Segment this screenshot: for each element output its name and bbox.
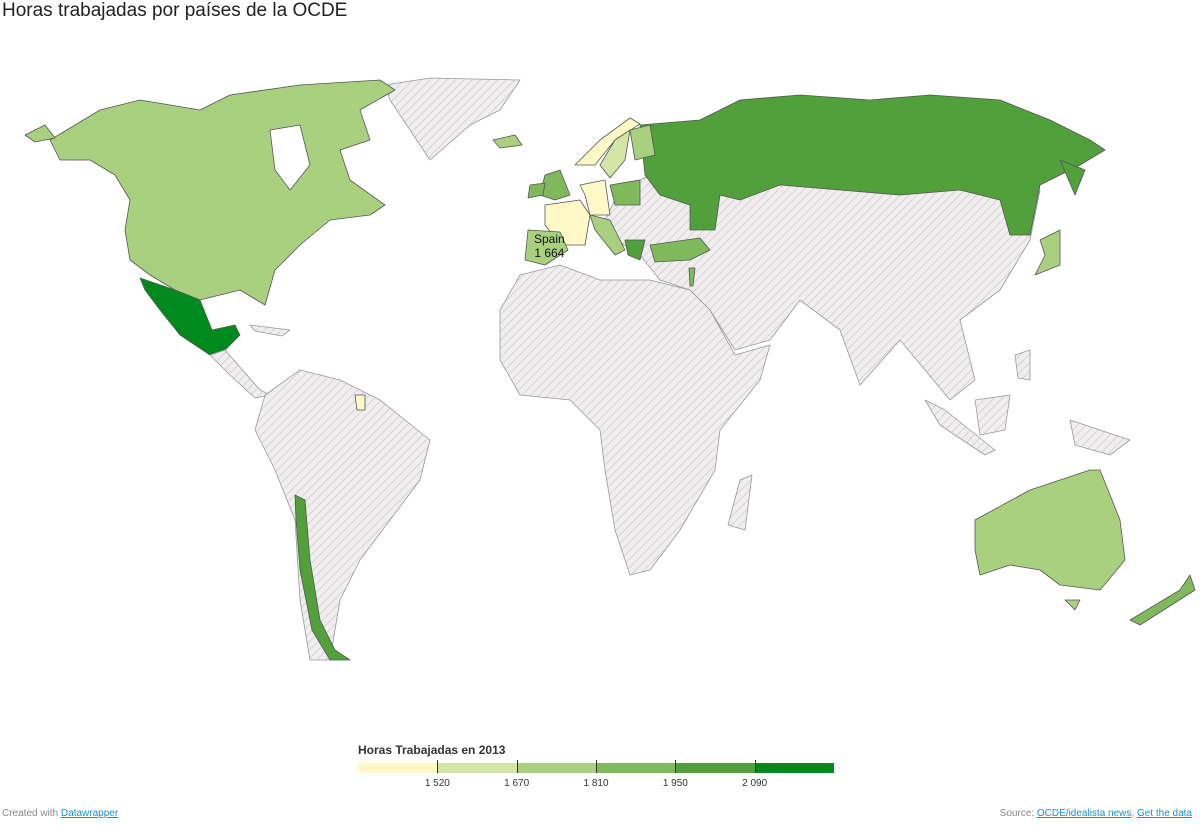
region-canada_usa[interactable] <box>49 79 396 306</box>
region-israel[interactable] <box>688 267 696 287</box>
region-new-guinea <box>1069 419 1131 456</box>
footer-source: Source: OCDE/idealista news, Get the dat… <box>1000 808 1192 819</box>
chart-title: Horas trabajadas por países de la OCDE <box>2 0 348 21</box>
region-australia[interactable] <box>974 469 1126 591</box>
legend-tick-label: 1 670 <box>504 778 530 789</box>
region-iceland[interactable] <box>492 134 523 149</box>
legend-swatch <box>516 763 596 773</box>
region-kamchatka[interactable] <box>1059 159 1086 196</box>
region-cuba <box>249 324 291 337</box>
region-philippines <box>1014 349 1031 381</box>
region-germany[interactable] <box>579 179 611 216</box>
created-with-text: Created with <box>2 808 59 819</box>
tooltip-spain: Spain 1 664 <box>534 232 565 260</box>
region-hudson-bay-water <box>269 124 311 191</box>
region-japan[interactable] <box>1034 229 1061 276</box>
legend-tick <box>596 760 597 773</box>
region-poland[interactable] <box>609 179 641 206</box>
legend-tick-label: 1 950 <box>662 778 688 789</box>
separator: , <box>1131 808 1135 819</box>
tooltip-country: Spain <box>534 232 565 246</box>
region-borneo <box>974 394 1011 436</box>
region-mexico[interactable] <box>139 277 241 356</box>
legend: Horas Trabajadas en 2013 1 520 1 670 1 810… <box>358 743 834 789</box>
region-russia[interactable] <box>639 94 1106 236</box>
region-africa <box>499 264 771 576</box>
region-spain[interactable] <box>524 229 569 266</box>
legend-tick-label: 1 810 <box>583 778 609 789</box>
legend-tick <box>675 760 677 773</box>
legend-tick <box>437 760 439 773</box>
legend-color-bar: 1 520 1 670 1 810 1 950 2 090 <box>358 760 834 789</box>
legend-swatch <box>675 763 755 773</box>
region-tasmania[interactable] <box>1064 599 1081 611</box>
legend-tick-label: 1 520 <box>424 778 450 789</box>
region-finland[interactable] <box>629 124 656 161</box>
region-new-zealand[interactable] <box>1129 574 1196 626</box>
region-greece[interactable] <box>624 239 646 261</box>
source-text: Source: <box>999 808 1035 819</box>
datawrapper-link[interactable]: Datawrapper <box>60 808 119 819</box>
region-italy[interactable] <box>589 214 626 256</box>
region-south-america <box>254 369 431 661</box>
world-map <box>24 77 1196 661</box>
region-madagascar <box>727 474 753 531</box>
region-french-guiana[interactable] <box>354 394 366 411</box>
legend-swatch <box>754 763 834 773</box>
region-turkey[interactable] <box>649 237 711 263</box>
region-alaska-west[interactable] <box>24 124 56 143</box>
legend-swatch <box>595 763 676 773</box>
region-sumatra-java <box>924 399 996 456</box>
region-norway[interactable] <box>574 117 641 166</box>
region-central-america <box>209 349 271 399</box>
legend-tick <box>754 760 756 773</box>
legend-tick <box>516 760 518 773</box>
tooltip-value: 1 664 <box>534 246 565 260</box>
legend-swatch <box>358 763 438 773</box>
region-greenland <box>384 77 521 161</box>
region-sweden[interactable] <box>599 129 631 179</box>
source-link[interactable]: OCDE/idealista news <box>1036 808 1132 819</box>
legend-title: Horas Trabajadas en 2013 <box>358 743 506 757</box>
legend-swatch <box>437 763 517 773</box>
get-data-link[interactable]: Get the data <box>1136 808 1192 819</box>
footer-credit: Created with Datawrapper <box>2 808 118 819</box>
region-ireland[interactable] <box>527 182 546 199</box>
region-chile[interactable] <box>294 494 351 661</box>
legend-tick-label: 2 090 <box>742 778 768 789</box>
